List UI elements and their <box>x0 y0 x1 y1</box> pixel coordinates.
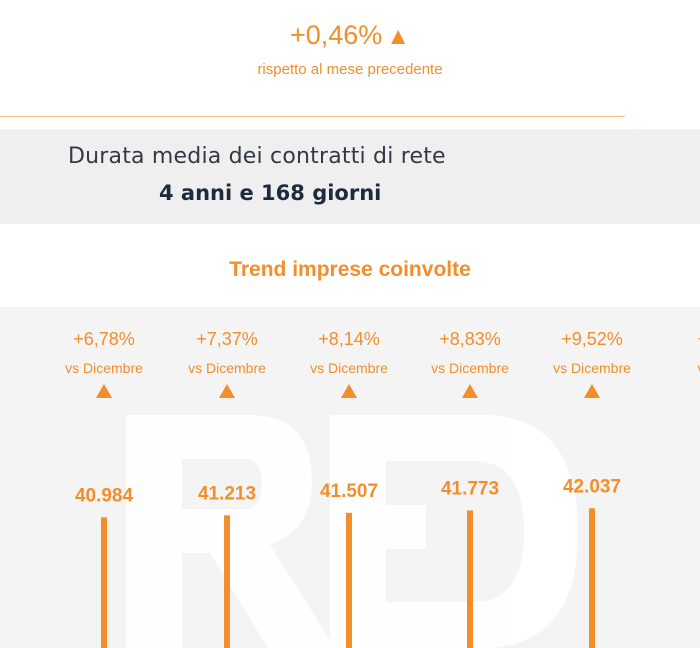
monthly-change: +0,46% ▲ rispetto al mese precedente <box>0 20 700 78</box>
bar-value-label: 42.037 <box>563 476 621 497</box>
change-ref-label: vs Dicembre <box>553 360 631 376</box>
duration-panel: Durata media dei contratti di rete 4 ann… <box>0 129 700 224</box>
change-ref-label: vs Dicembre <box>65 360 143 376</box>
change-ref-label: vs Dicembre <box>431 360 509 376</box>
change-label: +9,52% <box>561 329 623 349</box>
bar <box>346 512 352 648</box>
up-triangle-icon <box>341 384 357 398</box>
bar-value-label: 41.507 <box>320 481 378 502</box>
bar <box>101 517 107 648</box>
monthly-change-note: rispetto al mese precedente <box>257 61 443 78</box>
duration-value: 4 anni e 168 giorni <box>159 181 382 205</box>
change-ref-label: vs Dicembre <box>188 360 266 376</box>
bar <box>589 508 595 648</box>
change-ref-label: vs Dicembre <box>310 360 388 376</box>
up-triangle-icon <box>462 384 478 398</box>
change-label: +8,14% <box>318 329 380 349</box>
duration-label: Durata media dei contratti di rete <box>68 144 446 169</box>
up-triangle-icon <box>96 384 112 398</box>
divider <box>0 116 625 117</box>
up-triangle-icon <box>584 384 600 398</box>
bar-value-label: 41.773 <box>441 479 499 500</box>
bar <box>467 510 473 648</box>
monthly-change-value: +0,46% <box>289 20 383 50</box>
bar-value-label: 40.984 <box>75 485 134 506</box>
change-ref-label: vs Di <box>697 360 700 376</box>
change-label: +8,83% <box>439 329 501 349</box>
up-triangle-icon: ▲ <box>386 23 411 50</box>
up-triangle-icon <box>219 384 235 398</box>
bar <box>224 515 230 648</box>
chart-title: Trend imprese coinvolte <box>229 258 471 281</box>
change-label: +7,37% <box>196 329 258 349</box>
change-label: +10 <box>698 329 700 349</box>
change-label: +6,78% <box>73 329 135 349</box>
bar-value-label: 41.213 <box>198 483 256 504</box>
